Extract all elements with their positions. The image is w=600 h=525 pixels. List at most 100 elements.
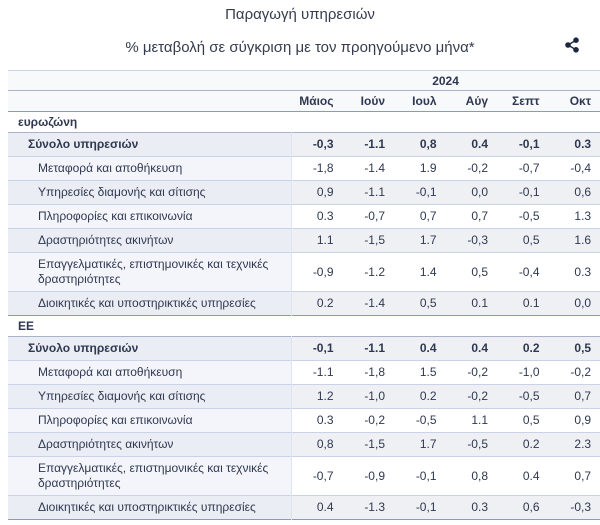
value-cell: -0,5 xyxy=(394,408,446,433)
row-label: Διοικητικές και υποστηρικτικές υπηρεσίες xyxy=(8,291,292,316)
section-label: ευρωζώνη xyxy=(8,111,600,133)
value-cell: 1.7 xyxy=(394,228,446,253)
value-cell: -0,5 xyxy=(445,432,497,457)
value-cell: -0,4 xyxy=(548,156,600,181)
share-icon-glyph xyxy=(565,37,579,53)
value-cell: 0,5 xyxy=(445,252,497,292)
value-cell: -0,7 xyxy=(342,204,394,229)
row-label: Υπηρεσίες διαμονής και σίτισης xyxy=(8,180,292,205)
value-cell: -0,1 xyxy=(497,132,549,157)
value-cell: -0,1 xyxy=(394,180,446,205)
section-header-row: ευρωζώνη xyxy=(8,111,600,133)
value-cell: 1.1 xyxy=(445,408,497,433)
value-cell: -1,8 xyxy=(342,360,394,385)
value-cell: 0.4 xyxy=(445,336,497,361)
value-cell: 0,9 xyxy=(548,408,600,433)
value-cell: 1.6 xyxy=(548,228,600,253)
row-label: Σύνολο υπηρεσιών xyxy=(8,336,292,361)
value-cell: 1.2 xyxy=(291,384,343,409)
value-cell: 0,8 xyxy=(291,432,343,457)
value-cell: 1.4 xyxy=(394,252,446,292)
value-cell: 2.3 xyxy=(548,432,600,457)
row-label: Επαγγελματικές, επιστημονικές και τεχνικ… xyxy=(8,456,292,496)
page-subtitle: % μεταβολή σε σύγκριση με τον προηγούμεν… xyxy=(125,39,475,56)
value-cell: -1,5 xyxy=(342,432,394,457)
row-label: Πληροφορίες και επικοινωνία xyxy=(8,408,292,433)
month-header-4: Αύγ xyxy=(445,90,497,112)
section-header-row: ΕΕ xyxy=(8,315,600,337)
value-cell: -1.2 xyxy=(342,252,394,292)
row-label: Μεταφορά και αποθήκευση xyxy=(8,360,292,385)
months-header-row: Μάιος Ιούν Ιουλ Αύγ Σεπτ Οκτ xyxy=(8,90,600,112)
value-cell: 0,5 xyxy=(394,291,446,316)
value-cell: -0,9 xyxy=(342,456,394,496)
value-cell: -0,3 xyxy=(291,132,343,157)
value-cell: -0,2 xyxy=(445,384,497,409)
table-row: Σύνολο υπηρεσιών -0,1 -1.1 0.4 0.4 0.2 0,5 xyxy=(8,336,600,361)
value-cell: -1.4 xyxy=(342,291,394,316)
table-row: Δραστηριότητες ακινήτων 1.1 -1,5 1.7 -0,3 0,5… xyxy=(8,228,600,253)
value-cell: -1.1 xyxy=(291,360,343,385)
value-cell: -0,1 xyxy=(291,336,343,361)
value-cell: 0,5 xyxy=(497,408,549,433)
value-cell: 0.2 xyxy=(497,432,549,457)
value-cell: 0.3 xyxy=(291,204,343,229)
table-row: Επαγγελματικές, επιστημονικές και τεχνικ… xyxy=(8,252,600,292)
value-cell: 0,0 xyxy=(548,291,600,316)
value-cell: 1.9 xyxy=(394,156,446,181)
corner-empty-cell xyxy=(8,90,291,112)
value-cell: -0,5 xyxy=(497,204,549,229)
table-row: Επαγγελματικές, επιστημονικές και τεχνικ… xyxy=(8,456,600,496)
row-label: Δραστηριότητες ακινήτων xyxy=(8,432,292,457)
value-cell: -1.1 xyxy=(342,132,394,157)
value-cell: -1,0 xyxy=(342,384,394,409)
value-cell: 1.7 xyxy=(394,432,446,457)
table-row: Σύνολο υπηρεσιών -0,3 -1.1 0,8 0.4 -0,1 0.3 xyxy=(8,132,600,157)
value-cell: 0,6 xyxy=(548,180,600,205)
table-row: Υπηρεσίες διαμονής και σίτισης 1.2 -1,0 0.2… xyxy=(8,384,600,409)
table-row: Πληροφορίες και επικοινωνία 0.3 -0,2 -0,5 1.… xyxy=(8,408,600,433)
section-label: ΕΕ xyxy=(8,315,600,337)
value-cell: 1.3 xyxy=(548,204,600,229)
value-cell: 0.3 xyxy=(548,252,600,292)
value-cell: 0.3 xyxy=(291,408,343,433)
value-cell: 0.1 xyxy=(445,291,497,316)
table-row: Μεταφορά και αποθήκευση -1.1 -1,8 1.5 -0,2 -1… xyxy=(8,360,600,385)
month-header-1: Μάιος xyxy=(291,90,343,112)
value-cell: -0,9 xyxy=(291,252,343,292)
table-row: Διοικητικές και υποστηρικτικές υπηρεσίες… xyxy=(8,495,600,520)
value-cell: -0,3 xyxy=(548,495,600,520)
value-cell: 0,5 xyxy=(497,228,549,253)
row-label: Μεταφορά και αποθήκευση xyxy=(8,156,292,181)
page-title: Παραγωγή υπηρεσιών xyxy=(225,6,375,23)
value-cell: -1.1 xyxy=(342,336,394,361)
value-cell: -0,4 xyxy=(497,252,549,292)
value-cell: 0,0 xyxy=(445,180,497,205)
value-cell: 0.4 xyxy=(445,132,497,157)
value-cell: -0,5 xyxy=(497,384,549,409)
value-cell: 0.2 xyxy=(497,336,549,361)
value-cell: 0,8 xyxy=(394,132,446,157)
value-cell: -1,0 xyxy=(497,360,549,385)
services-change-table: 2024 Μάιος Ιούν Ιουλ Αύγ Σεπτ Οκτ ευρωζώνη Σύν… xyxy=(8,70,600,520)
month-header-6: Οκτ xyxy=(548,90,600,112)
value-cell: -1.4 xyxy=(342,156,394,181)
value-cell: 0.2 xyxy=(394,384,446,409)
value-cell: 0.1 xyxy=(497,291,549,316)
share-icon[interactable] xyxy=(564,37,580,53)
value-cell: 0,7 xyxy=(548,384,600,409)
row-label: Σύνολο υπηρεσιών xyxy=(8,132,292,157)
value-cell: -0,7 xyxy=(497,156,549,181)
value-cell: 0.4 xyxy=(497,456,549,496)
year-header-row: 2024 xyxy=(8,70,600,91)
month-header-3: Ιουλ xyxy=(394,90,446,112)
value-cell: -1.3 xyxy=(342,495,394,520)
month-header-2: Ιούν xyxy=(342,90,394,112)
value-cell: 0,7 xyxy=(394,204,446,229)
table-row: Μεταφορά και αποθήκευση -1,8 -1.4 1.9 -0,2 -0… xyxy=(8,156,600,181)
value-cell: -1.1 xyxy=(342,180,394,205)
value-cell: 0,7 xyxy=(548,456,600,496)
value-cell: 1.1 xyxy=(291,228,343,253)
value-cell: 0,9 xyxy=(291,180,343,205)
